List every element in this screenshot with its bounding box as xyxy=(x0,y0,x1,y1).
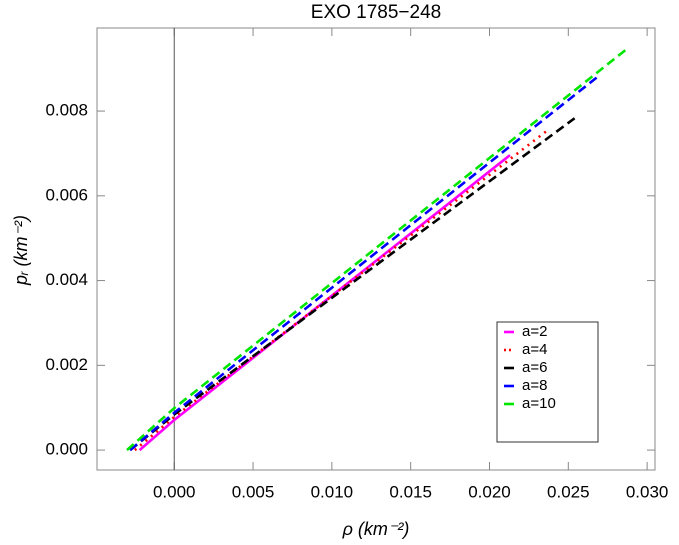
legend-label: a=6 xyxy=(522,359,547,376)
chart-title: EXO 1785−248 xyxy=(311,2,441,23)
series-line xyxy=(126,46,630,452)
legend-label: a=2 xyxy=(522,323,547,340)
x-tick-label: 0.030 xyxy=(626,482,669,501)
series-line xyxy=(133,129,549,452)
y-tick-label: 0.000 xyxy=(45,440,88,459)
legend-label: a=8 xyxy=(522,377,547,394)
x-tick-label: 0.000 xyxy=(153,482,196,501)
legend-label: a=4 xyxy=(522,341,547,358)
x-tick-label: 0.025 xyxy=(547,482,590,501)
plot-frame xyxy=(96,27,656,471)
y-axis-label: pᵣ (km⁻²) xyxy=(11,215,31,286)
y-tick-label: 0.002 xyxy=(45,355,88,374)
x-tick-label: 0.005 xyxy=(232,482,275,501)
y-tick-label: 0.006 xyxy=(45,185,88,204)
x-axis-label: ρ (km⁻²) xyxy=(342,519,410,539)
x-tick-label: 0.010 xyxy=(311,482,354,501)
series-line xyxy=(129,74,601,452)
legend-box xyxy=(496,321,599,443)
x-tick-label: 0.015 xyxy=(389,482,432,501)
y-tick-label: 0.008 xyxy=(45,101,88,120)
legend-label: a=10 xyxy=(522,395,556,412)
x-tick-label: 0.020 xyxy=(468,482,511,501)
y-tick-label: 0.004 xyxy=(45,270,88,289)
series-line xyxy=(138,154,511,452)
